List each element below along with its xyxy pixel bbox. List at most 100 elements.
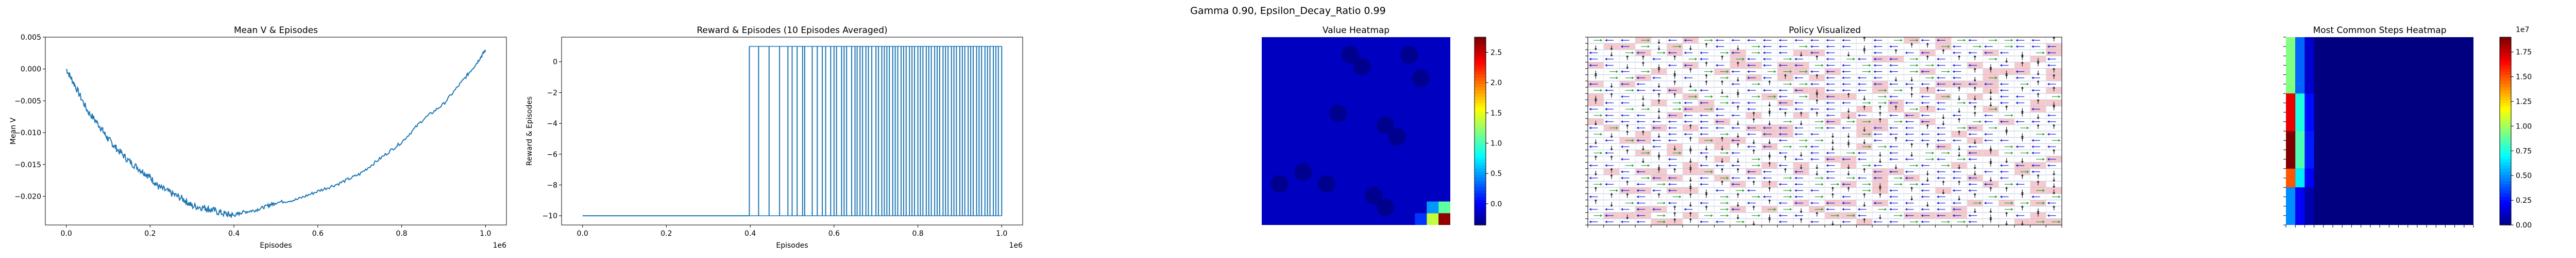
policy-arrowhead: [1710, 214, 1713, 217]
colorbar-segment: [2500, 203, 2511, 207]
policy-arrowhead: [1831, 142, 1834, 144]
policy-arrowhead: [1700, 114, 1702, 117]
policy-arrowhead: [1847, 167, 1850, 170]
chart-title: Reward & Episodes (10 Episodes Averaged): [697, 25, 887, 36]
policy-arrowhead: [1657, 155, 1660, 157]
policy-arrowhead: [1937, 139, 1939, 142]
policy-arrowhead: [1726, 76, 1729, 79]
policy-arrowhead: [1816, 99, 1819, 101]
policy-arrowhead: [2015, 164, 2018, 167]
policy-arrowhead: [1626, 130, 1629, 133]
policy-arrowhead: [1684, 101, 1686, 104]
policy-arrowhead: [1968, 126, 1971, 130]
colorbar-segment: [2500, 74, 2511, 78]
policy-arrowhead: [1715, 120, 1718, 123]
policy-arrowhead: [1710, 95, 1713, 98]
colorbar-segment: [2500, 118, 2511, 122]
policy-arrowhead: [1878, 155, 1882, 157]
policy-arrowhead: [2047, 164, 2049, 167]
policy-arrowhead: [2037, 92, 2040, 95]
policy-arrowhead: [1784, 168, 1787, 170]
policy-arrowhead: [2047, 214, 2049, 217]
policy-arrowhead: [1632, 76, 1634, 79]
policy-arrowhead: [2005, 105, 2008, 107]
policy-arrowhead: [2031, 145, 2034, 148]
policy-arrowhead: [1778, 201, 1781, 205]
colorbar-segment: [2500, 46, 2511, 50]
colorbar-segment: [1475, 68, 1486, 72]
policy-arrowhead: [1794, 176, 1797, 180]
colorbar-segment: [2500, 150, 2511, 154]
colorbar-tick-label: 2.0: [1490, 79, 1502, 87]
policy-arrowhead: [1731, 208, 1734, 211]
policy-arrowhead: [2058, 195, 2061, 198]
heatmap-cell: [1377, 198, 1395, 217]
colorbar-segment: [1475, 150, 1486, 154]
policy-arrowhead: [1889, 95, 1892, 98]
policy-arrowhead: [1826, 164, 1828, 167]
policy-arrowhead: [1942, 192, 1945, 195]
heatmap-cell: [1365, 186, 1383, 205]
policy-arrowhead: [1916, 107, 1919, 111]
policy-arrowhead: [2047, 51, 2049, 54]
policy-arrowhead: [1715, 39, 1718, 42]
policy-arrowhead: [1952, 45, 1955, 48]
policy-arrowhead: [1790, 176, 1792, 180]
policy-arrowhead: [1784, 74, 1787, 76]
policy-arrowhead: [1873, 57, 1876, 61]
policy-arrowhead: [1726, 176, 1729, 180]
policy-arrowhead: [1810, 133, 1812, 136]
policy-arrowhead: [1937, 126, 1939, 130]
policy-arrowhead: [2015, 95, 2018, 98]
policy-arrowhead: [1995, 39, 1997, 42]
heatmap-cell: [2304, 168, 2314, 188]
colorbar-segment: [1475, 103, 1486, 107]
colorbar-segment: [2500, 62, 2511, 66]
policy-arrowhead: [1620, 83, 1623, 86]
policy-arrowhead: [2015, 76, 2018, 79]
policy-arrowhead: [1869, 70, 1871, 73]
policy-arrowhead: [1784, 111, 1787, 114]
x-tick-label: 1.0: [996, 230, 1007, 238]
policy-arrowhead: [1910, 155, 1913, 157]
policy-arrowhead: [1636, 126, 1639, 130]
policy-arrowhead: [1689, 68, 1692, 70]
policy-arrowhead: [1810, 70, 1812, 73]
policy-arrowhead: [1894, 136, 1897, 139]
policy-arrowhead: [1689, 86, 1692, 88]
colorbar-segment: [2500, 121, 2511, 125]
policy-arrowhead: [1684, 39, 1686, 42]
policy-arrowhead: [1816, 167, 1819, 170]
policy-arrowhead: [1968, 158, 1971, 161]
colorbar-segment: [1475, 206, 1486, 210]
colorbar-segment: [2500, 181, 2511, 185]
policy-arrowhead: [1626, 180, 1629, 183]
policy-arrowhead: [1937, 76, 1939, 79]
policy-arrowhead: [1889, 170, 1892, 173]
policy-arrowhead: [1878, 186, 1882, 189]
policy-arrowhead: [1984, 170, 1987, 173]
policy-arrowhead: [1648, 107, 1650, 111]
colorbar-segment: [2500, 37, 2511, 41]
policy-arrowhead: [1794, 183, 1797, 186]
policy-arrowhead: [1921, 195, 1923, 198]
policy-arrowhead: [1810, 83, 1812, 86]
policy-arrowhead: [2015, 39, 2018, 42]
colorbar-segment: [1475, 118, 1486, 122]
policy-arrowhead: [1758, 95, 1760, 98]
policy-arrowhead: [1863, 192, 1866, 195]
policy-arrowhead: [1937, 201, 1939, 205]
policy-arrowhead: [1869, 120, 1871, 123]
policy-arrowhead: [1937, 64, 1939, 67]
policy-arrowhead: [1790, 70, 1792, 73]
policy-arrowhead: [1641, 148, 1645, 151]
chart-1: 0.0 0.2 0.4 0.6 0.8 1.0 0.005 0.000 −0.005 −0.010…: [9, 25, 507, 250]
colorbar-segment: [2500, 109, 2511, 113]
colorbar-segment: [1475, 215, 1486, 219]
policy-arrowhead: [1800, 155, 1803, 157]
y-tick-label: −0.005: [14, 97, 41, 105]
policy-arrowhead: [1762, 51, 1765, 54]
policy-arrowhead: [1668, 201, 1670, 205]
policy-arrowhead: [1805, 83, 1808, 86]
policy-arrowhead: [1652, 57, 1655, 61]
